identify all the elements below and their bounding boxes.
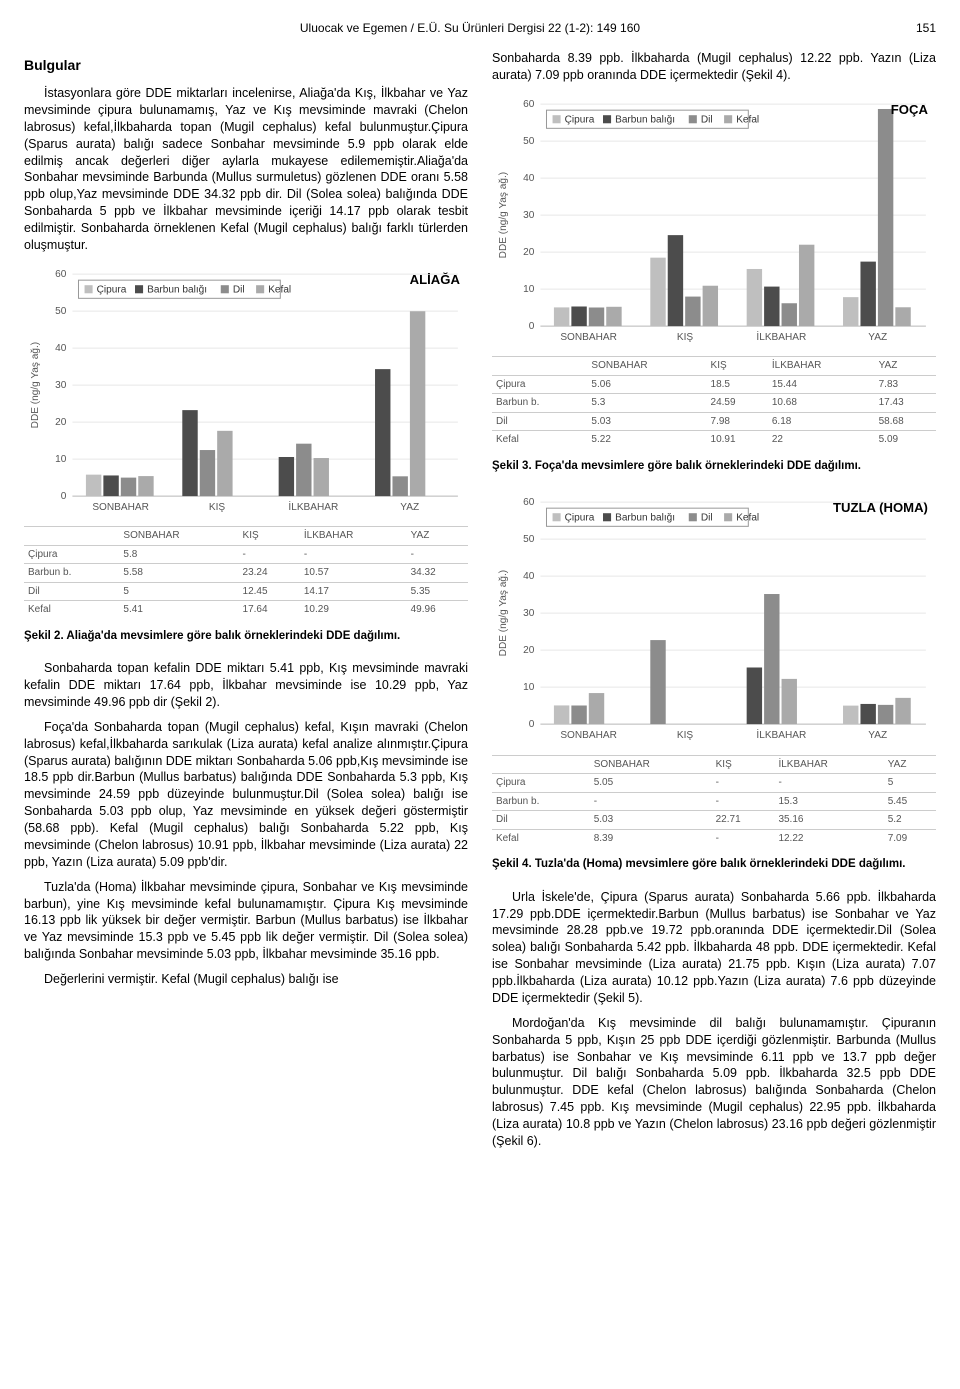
fig2-caption-text: Şekil 2. Aliağa'da mevsimlere göre balık… [24,630,400,642]
running-header: Uluocak ve Egemen / E.Ü. Su Ürünleri Der… [24,20,936,36]
fig3-chart-foca: 0 10 20 30 40 50 60 DDE (ng/g Yaş ağ.) SONBAHAR K… [492,92,936,449]
svg-text:0: 0 [529,321,535,332]
svg-text:Barbun balığı: Barbun balığı [615,114,675,125]
right-para-3: Mordoğan'da Kış mevsiminde dil balığı bu… [492,1015,936,1150]
left-para-1: İstasyonlara göre DDE miktarları incelen… [24,85,468,254]
fig3-caption: Şekil 3. Foça'da mevsimlere göre balık ö… [492,459,936,475]
svg-text:Barbun balığı: Barbun balığı [615,513,675,524]
svg-text:60: 60 [523,497,535,508]
page-number: 151 [916,20,936,36]
svg-text:Barbun balığı: Barbun balığı [147,284,207,295]
svg-text:Dil: Dil [233,284,245,295]
svg-text:60: 60 [523,99,535,110]
svg-text:30: 30 [523,210,535,221]
svg-text:İLKBAHAR: İLKBAHAR [756,729,806,742]
svg-text:SONBAHAR: SONBAHAR [560,332,617,343]
svg-text:KIŞ: KIŞ [677,332,694,343]
svg-text:50: 50 [523,136,535,147]
svg-text:10: 10 [55,454,67,465]
svg-text:İLKBAHAR: İLKBAHAR [288,500,338,513]
svg-text:20: 20 [523,247,535,258]
right-para-1: Sonbaharda 8.39 ppb. İlkbaharda (Mugil c… [492,50,936,84]
svg-text:50: 50 [55,306,67,317]
svg-text:Çipura: Çipura [565,114,595,125]
svg-text:40: 40 [523,571,535,582]
svg-text:Çipura: Çipura [97,284,127,295]
fig4-chart-tuzla: 0 10 20 30 40 50 60 DDE (ng/g Yaş ağ.) SONBAHAR K… [492,490,936,847]
svg-text:50: 50 [523,534,535,545]
right-para-2: Urla İskele'de, Çipura (Sparus aurata) S… [492,889,936,1007]
svg-text:SONBAHAR: SONBAHAR [92,502,149,513]
svg-text:40: 40 [523,173,535,184]
fig2-chart-aliaga: 0 10 20 30 40 50 60 DDE (ng/g Yaş ağ.) SONBAHAR K… [24,262,468,619]
svg-text:ALİAĞA: ALİAĞA [410,272,461,287]
svg-text:30: 30 [523,608,535,619]
svg-text:20: 20 [55,417,67,428]
svg-text:KIŞ: KIŞ [677,731,694,742]
svg-text:60: 60 [55,269,67,280]
svg-text:YAZ: YAZ [400,502,419,513]
svg-text:KIŞ: KIŞ [209,502,226,513]
svg-text:YAZ: YAZ [868,332,887,343]
svg-text:DDE (ng/g Yaş ağ.): DDE (ng/g Yaş ağ.) [498,570,509,656]
svg-text:30: 30 [55,380,67,391]
svg-text:Dil: Dil [701,114,713,125]
right-column: Sonbaharda 8.39 ppb. İlkbaharda (Mugil c… [492,50,936,1158]
svg-text:0: 0 [61,491,67,502]
svg-text:Dil: Dil [701,513,713,524]
svg-text:Kefal: Kefal [736,513,759,524]
svg-text:TUZLA (HOMA): TUZLA (HOMA) [833,501,928,516]
fig4-caption-text: Şekil 4. Tuzla'da (Homa) mevsimlere göre… [492,858,905,870]
svg-text:Kefal: Kefal [736,114,759,125]
svg-text:DDE (ng/g Yaş ağ.): DDE (ng/g Yaş ağ.) [30,342,41,428]
svg-text:DDE (ng/g Yaş ağ.): DDE (ng/g Yaş ağ.) [498,172,509,258]
svg-text:20: 20 [523,645,535,656]
svg-text:40: 40 [55,343,67,354]
svg-text:SONBAHAR: SONBAHAR [560,731,617,742]
fig3-caption-text: Şekil 3. Foça'da mevsimlere göre balık ö… [492,460,861,472]
svg-text:10: 10 [523,284,535,295]
svg-text:0: 0 [529,719,535,730]
fig2-caption: Şekil 2. Aliağa'da mevsimlere göre balık… [24,629,468,645]
svg-text:İLKBAHAR: İLKBAHAR [756,330,806,343]
svg-text:Çipura: Çipura [565,513,595,524]
svg-text:10: 10 [523,682,535,693]
left-para-5: Değerlerini vermiştir. Kefal (Mugil ceph… [24,971,468,988]
left-para-3: Foça'da Sonbaharda topan (Mugil cephalus… [24,719,468,871]
left-para-4: Tuzla'da (Homa) İlkbahar mevsiminde çipu… [24,879,468,963]
svg-text:YAZ: YAZ [868,731,887,742]
left-para-2: Sonbaharda topan kefalin DDE miktarı 5.4… [24,660,468,711]
svg-text:FOÇA: FOÇA [891,102,929,117]
section-title: Bulgular [24,56,468,75]
fig4-caption: Şekil 4. Tuzla'da (Homa) mevsimlere göre… [492,857,936,873]
journal-title: Uluocak ve Egemen / E.Ü. Su Ürünleri Der… [300,21,640,35]
svg-text:Kefal: Kefal [268,284,291,295]
left-column: Bulgular İstasyonlara göre DDE miktarlar… [24,50,468,1158]
